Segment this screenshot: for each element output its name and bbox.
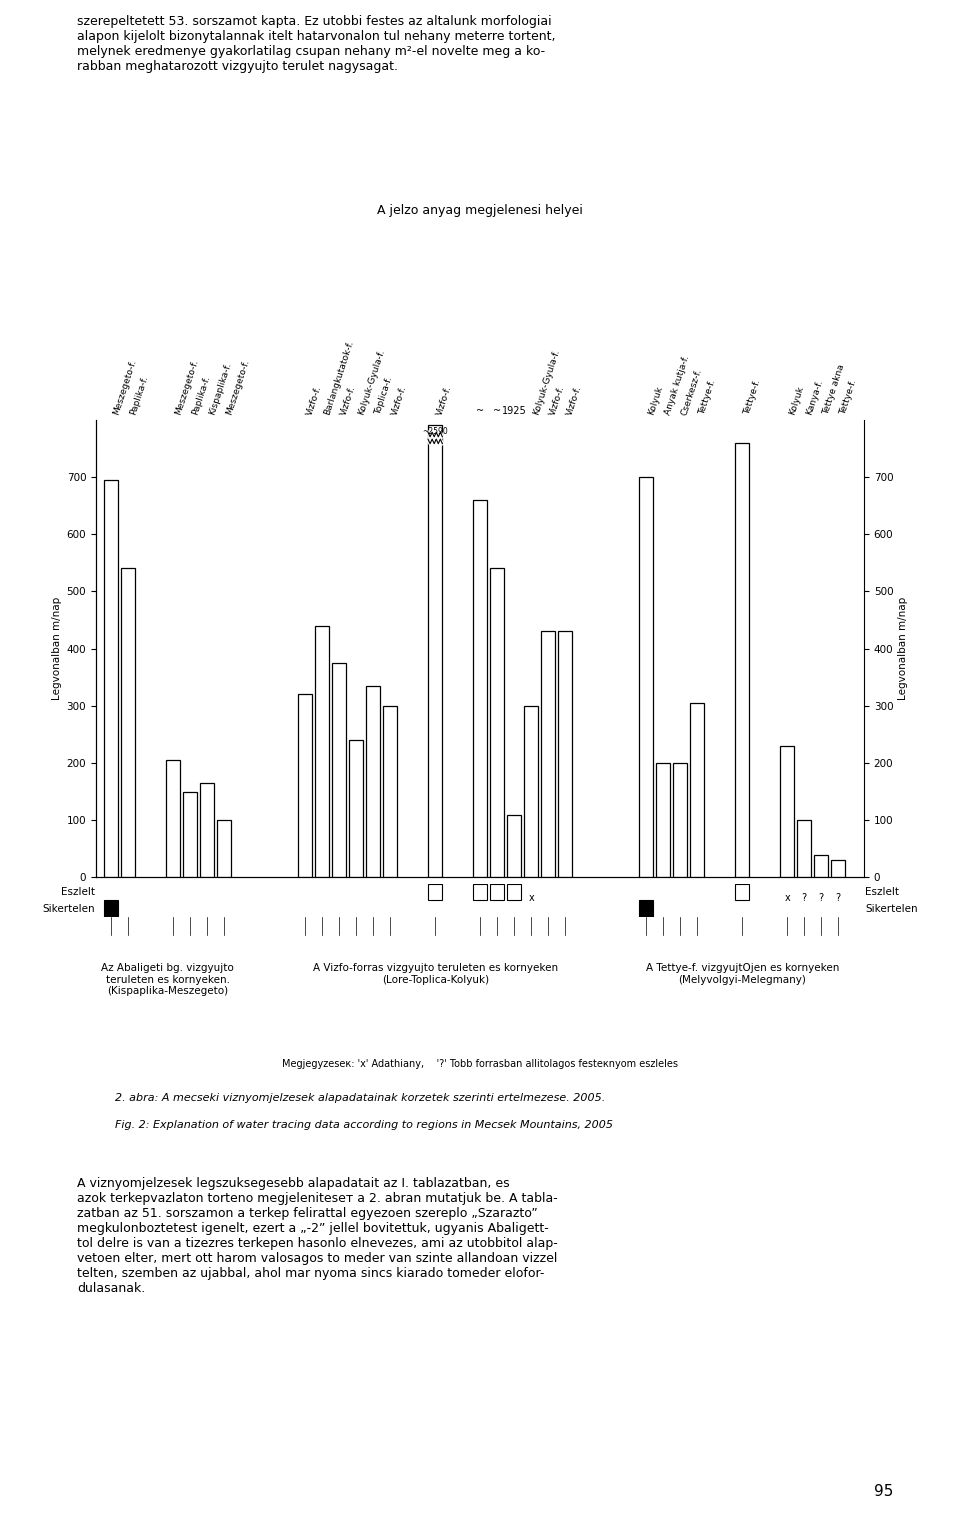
Text: A Vizfo-forras vizgyujto teruleten es kornyeken
(Lore-Toplica-Kolyuk): A Vizfo-forras vizgyujto teruleten es ko… — [313, 963, 558, 984]
Text: Kispaplika-f.: Kispaplika-f. — [207, 362, 232, 417]
Bar — [507, 884, 521, 900]
Text: Kolyuk: Kolyuk — [787, 385, 805, 417]
Text: Tettye-f.: Tettye-f. — [838, 378, 858, 417]
Text: Vizfo-f.: Vizfo-f. — [565, 385, 584, 417]
Bar — [735, 443, 750, 877]
Bar — [428, 884, 443, 900]
Bar — [366, 685, 380, 877]
Bar — [298, 694, 312, 877]
Bar — [104, 900, 118, 917]
Bar — [121, 569, 135, 877]
Text: ?: ? — [802, 894, 806, 903]
Text: Kolyuk-Gyula-f.: Kolyuk-Gyula-f. — [356, 348, 386, 417]
Text: Paplika-f.: Paplika-f. — [190, 374, 211, 417]
Text: ?: ? — [835, 894, 841, 903]
Text: Sikertelen: Sikertelen — [865, 903, 918, 914]
Text: Vizfo-f.: Vizfo-f. — [390, 385, 408, 417]
Text: x: x — [512, 894, 517, 903]
Text: Cserkesz-f.: Cserkesz-f. — [681, 366, 704, 417]
Bar — [349, 740, 364, 877]
Bar — [200, 783, 214, 877]
Bar — [673, 763, 687, 877]
Bar — [690, 703, 705, 877]
Bar — [166, 760, 180, 877]
Text: Kolyuk: Kolyuk — [646, 385, 664, 417]
Bar — [183, 792, 198, 877]
Text: Vizfo-f.: Vizfo-f. — [435, 385, 453, 417]
Bar — [490, 569, 504, 877]
Text: Meszegeto-f.: Meszegeto-f. — [111, 359, 137, 417]
Text: Tettye-f.: Tettye-f. — [697, 378, 717, 417]
Text: Megjegyzeseк: 'x' Adathiany,    '?' Tobb forrasban allitolagos festeкnyom eszlel: Megjegyzeseк: 'x' Adathiany, '?' Tobb fo… — [282, 1059, 678, 1070]
Text: 2. abra: A mecseki viznyomjelzesek alapadatainak korzetek szerinti ertelmezese. : 2. abra: A mecseki viznyomjelzesek alapa… — [115, 1093, 606, 1103]
Text: Fig. 2: Explanation of water tracing data according to regions in Mecsek Mountai: Fig. 2: Explanation of water tracing dat… — [115, 1120, 613, 1131]
Bar — [831, 861, 846, 877]
Bar — [541, 632, 556, 877]
Y-axis label: Legvonalban m/nap: Legvonalban m/nap — [898, 597, 907, 700]
Text: Barlangkutatok-f.: Barlangkutatok-f. — [323, 339, 355, 417]
Bar — [428, 426, 443, 877]
Text: Sikertelen: Sikertelen — [42, 903, 95, 914]
Text: A Tettye-f. vizgyujtOjen es kornyeken
(Melyvolgyi-Melegmany): A Tettye-f. vizgyujtOjen es kornyeken (M… — [645, 963, 839, 984]
Text: szerepeltetett 53. sorszamot kapta. Ez utobbi festes az altalunk morfologiai
ala: szerepeltetett 53. sorszamot kapta. Ez u… — [77, 15, 555, 73]
Text: Anyak kutja-f.: Anyak kutja-f. — [663, 354, 691, 417]
Text: Toplica-f.: Toplica-f. — [373, 375, 394, 417]
Bar — [332, 662, 347, 877]
Text: Meszegeto-f.: Meszegeto-f. — [225, 359, 251, 417]
Bar — [780, 746, 795, 877]
Bar — [524, 705, 539, 877]
Text: x: x — [477, 894, 483, 903]
Text: A jelzo anyag megjelenesi helyei: A jelzo anyag megjelenesi helyei — [377, 203, 583, 217]
Text: ~: ~ — [476, 406, 484, 417]
Text: ~2590: ~2590 — [422, 427, 448, 435]
Bar — [656, 763, 670, 877]
Bar — [104, 479, 118, 877]
Bar — [814, 855, 828, 877]
Text: x: x — [494, 894, 500, 903]
Text: Az Abaligeti bg. vizgyujto
teruleten es kornyeken.
(Kispaplika-Meszegeto): Az Abaligeti bg. vizgyujto teruleten es … — [102, 963, 234, 996]
Text: 1925: 1925 — [502, 406, 527, 417]
Bar — [490, 884, 504, 900]
Text: Paplika-f.: Paplika-f. — [129, 374, 150, 417]
Text: Eszlelt: Eszlelt — [865, 887, 899, 897]
Bar — [639, 900, 654, 917]
Text: Kolyuk-Gyula-f.: Kolyuk-Gyula-f. — [531, 348, 561, 417]
Bar — [473, 884, 488, 900]
Bar — [735, 884, 750, 900]
Text: ?: ? — [819, 894, 824, 903]
Text: Meszegeto-f.: Meszegeto-f. — [173, 359, 200, 417]
Bar — [473, 501, 488, 877]
Text: Tettye-f.: Tettye-f. — [742, 378, 762, 417]
Bar — [639, 476, 654, 877]
Text: A viznyomjelzesek legszuksegesebb alapadatait az I. tablazatban, es
azok terkepv: A viznyomjelzesek legszuksegesebb alapad… — [77, 1177, 558, 1294]
Bar — [217, 821, 231, 877]
Text: Kanya-f.: Kanya-f. — [804, 378, 824, 417]
Bar — [797, 821, 811, 877]
Text: ~: ~ — [493, 406, 501, 417]
Text: Vizfo-f.: Vizfo-f. — [339, 385, 357, 417]
Text: x: x — [784, 894, 790, 903]
Text: Vizfo-f.: Vizfo-f. — [305, 385, 324, 417]
Text: x: x — [528, 894, 534, 903]
Text: Eszlelt: Eszlelt — [61, 887, 95, 897]
Text: Vizfo-f.: Vizfo-f. — [548, 385, 566, 417]
Text: 95: 95 — [874, 1483, 893, 1499]
Bar — [383, 705, 397, 877]
Text: Tettye akna: Tettye akna — [821, 363, 846, 417]
Bar — [558, 632, 572, 877]
Y-axis label: Legvonalban m/nap: Legvonalban m/nap — [53, 597, 62, 700]
Bar — [507, 815, 521, 877]
Bar — [315, 626, 329, 877]
